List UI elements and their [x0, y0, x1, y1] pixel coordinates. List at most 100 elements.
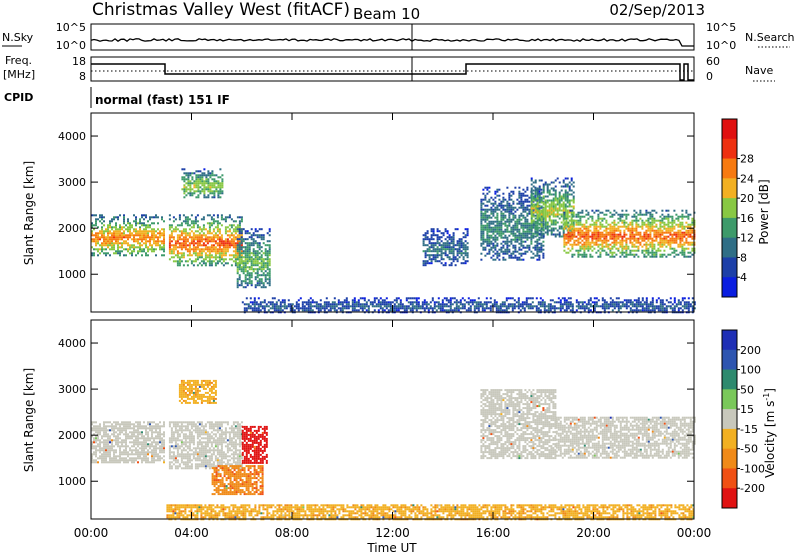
power-cell	[244, 266, 247, 269]
power-cell	[653, 217, 656, 220]
power-cell	[246, 230, 249, 233]
power-cell	[454, 256, 457, 259]
power-cell	[659, 241, 662, 244]
power-cell	[484, 248, 487, 251]
power-cell	[143, 222, 145, 225]
power-cell	[486, 236, 489, 239]
power-cell	[195, 196, 198, 199]
power-cell	[453, 307, 456, 310]
power-cell	[611, 251, 614, 254]
power-cell	[161, 218, 163, 221]
power-cell	[556, 203, 559, 206]
power-cell	[238, 246, 241, 249]
power-cell	[524, 234, 527, 237]
power-cell	[109, 224, 111, 227]
power-cell	[264, 262, 267, 265]
power-cell	[367, 307, 370, 310]
power-cell	[415, 301, 418, 304]
power-cell	[238, 266, 241, 269]
power-cell	[536, 231, 539, 234]
power-cell	[613, 227, 616, 230]
power-cell	[550, 203, 553, 206]
power-cell	[657, 219, 660, 222]
power-cell	[220, 258, 223, 261]
power-cell	[532, 246, 535, 249]
power-cell	[627, 245, 630, 248]
power-cell	[127, 250, 129, 253]
power-cell	[375, 305, 378, 308]
power-cell	[619, 243, 622, 246]
power-cell	[187, 174, 190, 177]
power-cell	[210, 236, 213, 239]
power-cell	[220, 252, 223, 255]
power-cell	[209, 182, 212, 185]
power-cell	[194, 220, 197, 223]
power-cell	[145, 224, 147, 227]
power-cell	[552, 201, 555, 204]
power-cell	[570, 217, 573, 220]
power-cell	[139, 230, 141, 233]
power-cell	[446, 254, 449, 257]
power-cell	[133, 234, 135, 237]
power-cell	[257, 309, 260, 312]
power-cell	[109, 226, 111, 229]
power-cell	[613, 307, 616, 310]
power-cell	[117, 242, 119, 245]
power-cell	[428, 262, 431, 265]
power-cell	[103, 252, 105, 255]
power-cell	[514, 222, 517, 225]
power-cell	[176, 238, 179, 241]
power-cell	[542, 191, 545, 194]
power-cell	[446, 236, 449, 239]
power-cell	[115, 242, 117, 245]
power-cell	[486, 188, 489, 191]
power-cell	[583, 225, 586, 228]
power-cell	[268, 240, 271, 243]
power-cell	[629, 241, 632, 244]
power-cell	[456, 242, 459, 245]
power-cell	[621, 241, 624, 244]
power-cell	[591, 239, 594, 242]
power-cell	[207, 174, 210, 177]
power-cell	[193, 172, 196, 175]
power-cell	[446, 230, 449, 233]
power-cell	[444, 252, 447, 255]
power-cell	[180, 238, 183, 241]
power-cell	[269, 301, 272, 304]
power-cell	[185, 172, 188, 175]
power-cell	[195, 174, 198, 177]
power-cell	[673, 251, 676, 254]
power-cell	[224, 242, 227, 245]
power-cell	[484, 228, 487, 231]
power-cell	[570, 193, 573, 196]
power-cell	[325, 305, 328, 308]
power-cell	[510, 228, 513, 231]
power-cell	[202, 260, 205, 263]
power-cell	[542, 236, 545, 239]
power-cell	[619, 301, 622, 304]
power-cell	[589, 241, 592, 244]
power-cell	[219, 176, 222, 179]
power-cell	[117, 218, 119, 221]
power-cell	[250, 264, 253, 267]
power-cell	[215, 182, 218, 185]
power-cell	[107, 238, 109, 241]
power-cell	[236, 234, 239, 237]
power-cell	[423, 303, 426, 306]
power-cell	[438, 260, 441, 263]
power-cell	[139, 238, 141, 241]
power-cell	[649, 237, 652, 240]
power-cell	[238, 248, 241, 251]
power-cell	[575, 227, 578, 230]
power-cell	[661, 309, 664, 312]
power-cell	[224, 226, 227, 229]
power-cell	[424, 250, 427, 253]
power-cell	[687, 223, 690, 226]
power-cell	[651, 221, 654, 224]
power-cell	[536, 238, 539, 241]
power-cell	[563, 237, 566, 240]
power-cell	[430, 258, 433, 261]
power-cell	[217, 194, 220, 197]
power-cell	[520, 198, 523, 201]
power-cell	[248, 280, 251, 283]
